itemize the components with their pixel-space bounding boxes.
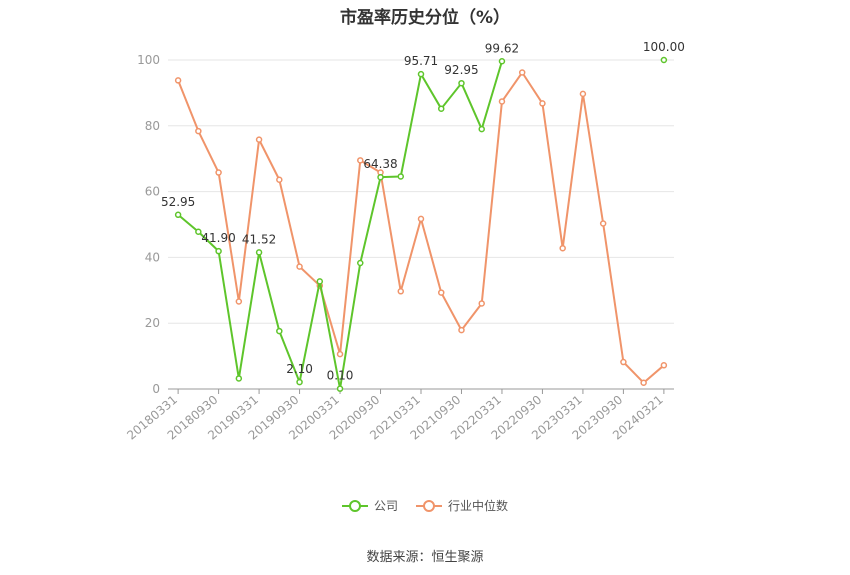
data-label: 95.71 xyxy=(404,54,438,68)
data-point-0 xyxy=(478,125,485,133)
legend-swatch-industry-icon xyxy=(416,499,442,513)
data-point-0 xyxy=(316,278,324,285)
data-point-1 xyxy=(235,298,243,305)
data-label: 52.95 xyxy=(161,195,195,209)
legend-swatch-company-icon xyxy=(341,499,368,513)
data-point-0 xyxy=(357,259,364,267)
data-point-0 xyxy=(215,247,222,255)
data-label: 100.00 xyxy=(643,40,685,54)
legend-label-industry-median: 行业中位数 xyxy=(448,499,509,513)
data-point-0 xyxy=(437,105,445,112)
data-point-1 xyxy=(174,77,182,84)
data-point-1 xyxy=(336,350,344,358)
data-point-0 xyxy=(255,249,263,256)
data-point-0 xyxy=(377,173,384,181)
series-line-0 xyxy=(178,60,664,389)
legend: 公司 行业中位数 xyxy=(0,497,850,514)
data-point-0 xyxy=(458,79,465,87)
data-point-1 xyxy=(559,244,566,252)
y-tick-label: 40 xyxy=(145,250,160,264)
legend-item-company[interactable]: 公司 xyxy=(341,497,398,514)
data-label: 99.62 xyxy=(485,41,519,55)
legend-label-company: 公司 xyxy=(373,499,398,513)
data-point-1 xyxy=(357,157,364,164)
data-point-1 xyxy=(599,220,607,227)
data-point-0 xyxy=(498,58,506,65)
legend-item-industry-median[interactable]: 行业中位数 xyxy=(416,497,508,514)
data-point-0 xyxy=(336,385,344,392)
series-line-1 xyxy=(177,71,665,384)
data-point-1 xyxy=(195,127,202,135)
data-point-1 xyxy=(660,362,668,369)
y-tick-label: 80 xyxy=(145,119,160,133)
data-point-0 xyxy=(296,378,303,386)
data-point-1 xyxy=(255,136,263,143)
y-tick-label: 60 xyxy=(145,185,160,199)
data-point-0 xyxy=(235,375,243,382)
data-point-1 xyxy=(518,69,526,76)
data-point-0 xyxy=(397,173,405,180)
data-label: 64.38 xyxy=(363,157,397,171)
data-label: 0.10 xyxy=(327,369,354,383)
data-point-1 xyxy=(498,98,506,105)
data-point-1 xyxy=(458,326,465,334)
data-point-0 xyxy=(195,228,202,235)
data-point-1 xyxy=(215,169,222,176)
data-point-1 xyxy=(620,358,627,366)
y-tick-label: 20 xyxy=(145,316,160,330)
data-point-1 xyxy=(579,90,587,98)
y-tick-label: 0 xyxy=(152,382,160,396)
data-label: 41.52 xyxy=(242,232,276,246)
data-point-1 xyxy=(397,288,405,295)
data-point-1 xyxy=(640,379,647,386)
data-point-1 xyxy=(276,176,283,184)
data-point-1 xyxy=(437,289,445,296)
data-label: 41.90 xyxy=(201,231,235,245)
data-point-0 xyxy=(276,327,283,335)
data-point-0 xyxy=(174,211,182,219)
data-label: 2.10 xyxy=(286,362,313,376)
data-point-0 xyxy=(417,70,425,78)
data-source: 数据来源：恒生聚源 xyxy=(366,550,484,565)
y-tick-label: 100 xyxy=(137,53,160,67)
data-point-1 xyxy=(539,100,546,107)
data-point-1 xyxy=(417,215,425,223)
chart-title: 市盈率历史分位（%） xyxy=(339,8,511,28)
data-point-0 xyxy=(660,56,668,64)
data-point-1 xyxy=(478,300,485,307)
data-point-1 xyxy=(296,263,303,270)
data-label: 92.95 xyxy=(444,63,478,77)
